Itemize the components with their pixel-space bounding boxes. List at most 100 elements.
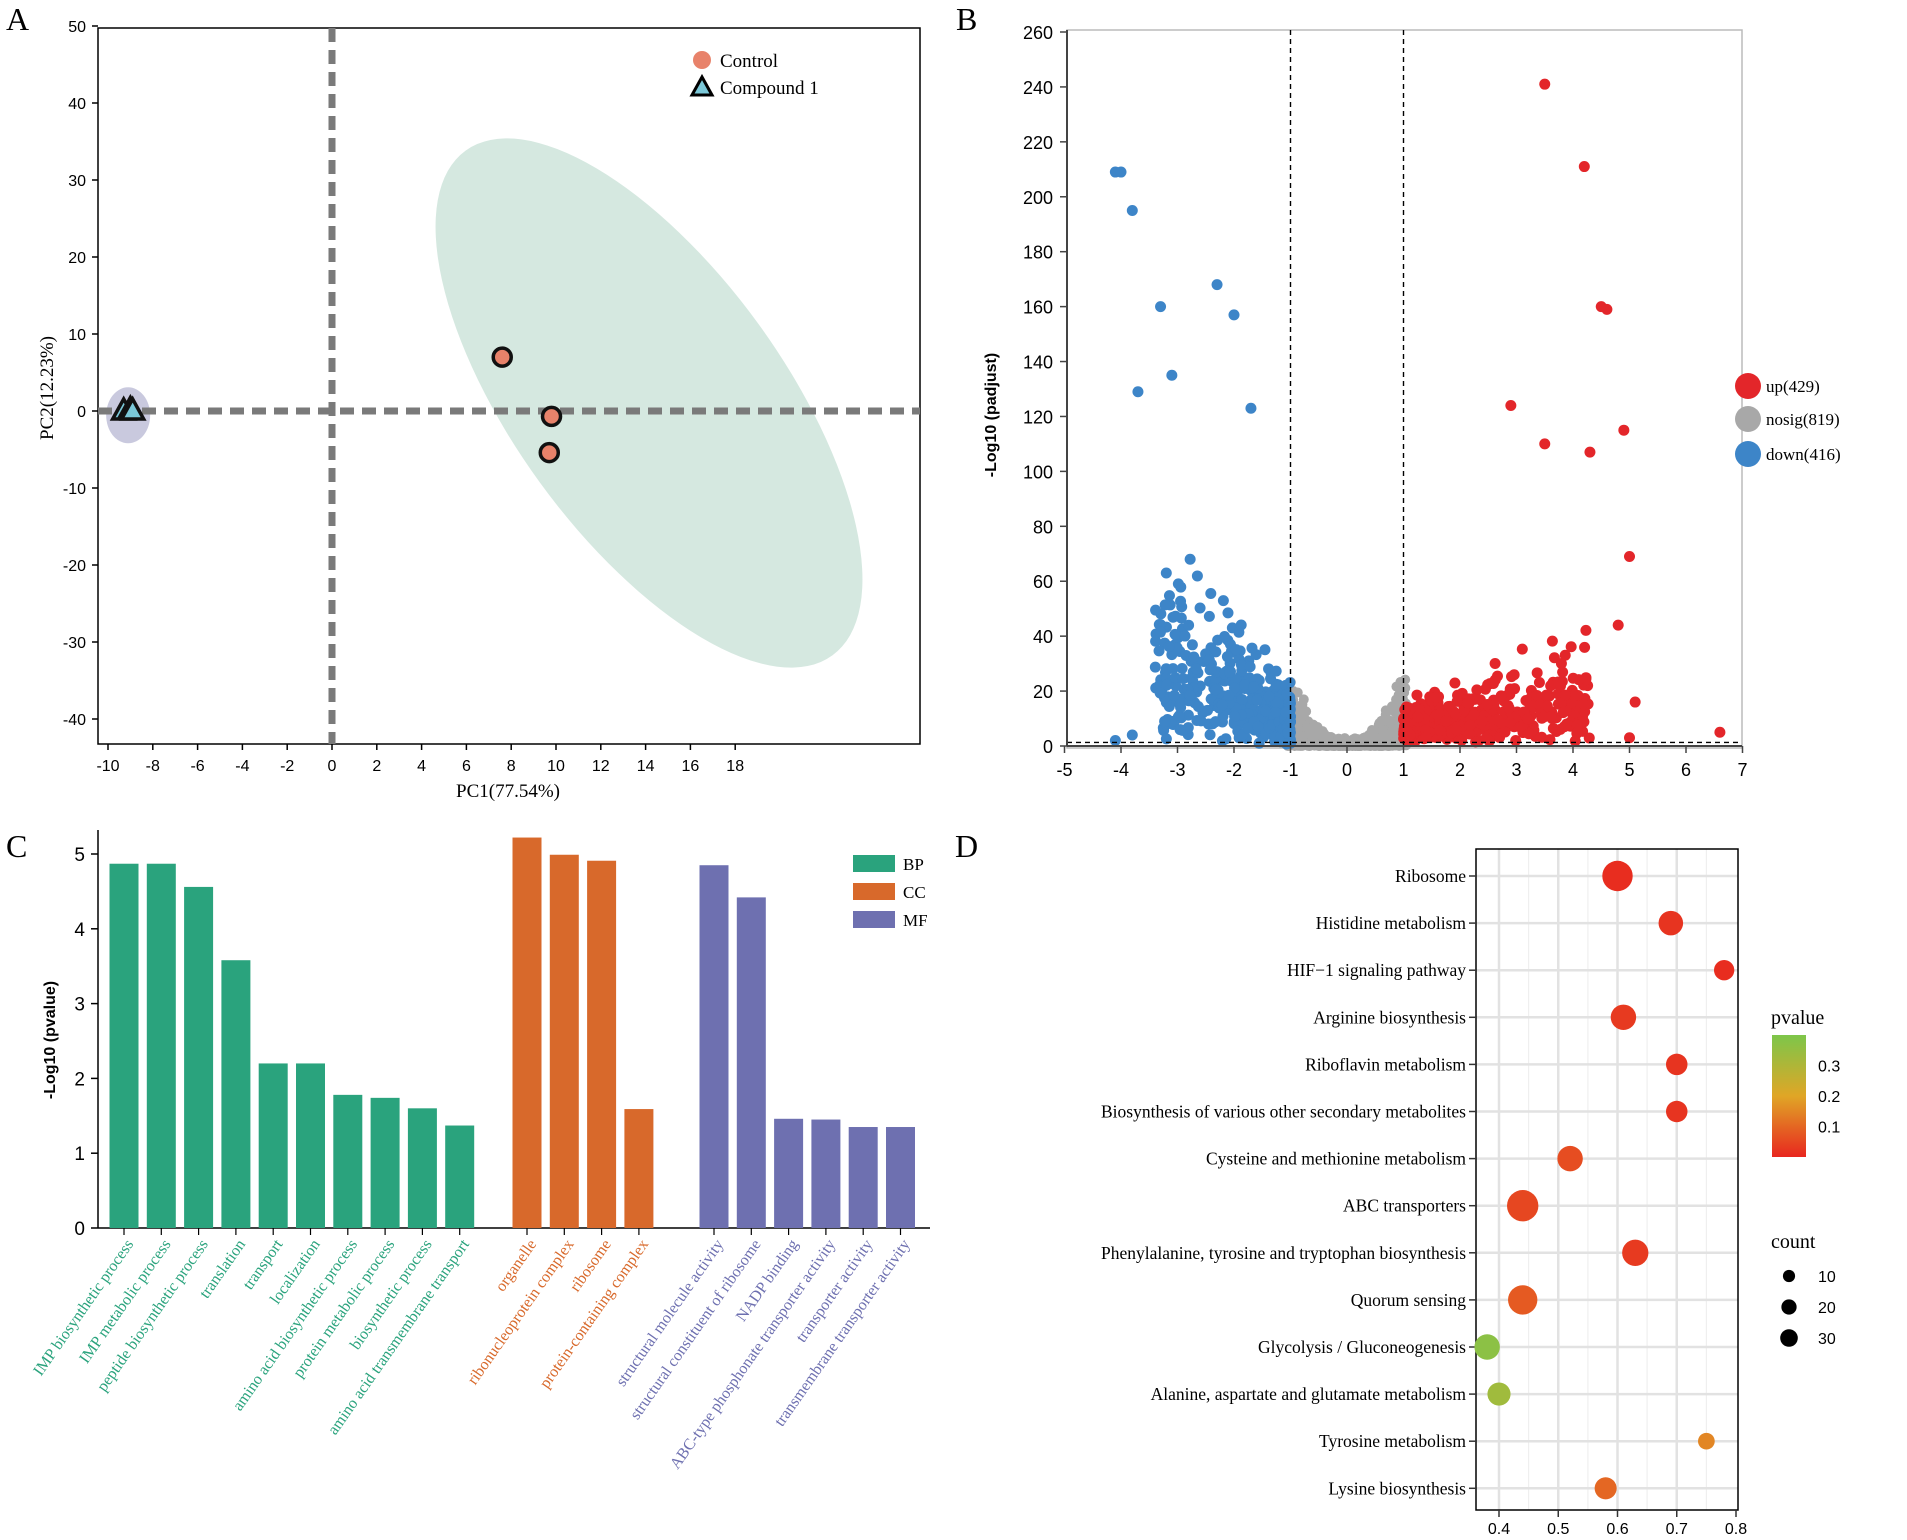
go-bar-mf	[774, 1118, 804, 1228]
up-regulated-point	[1450, 724, 1462, 736]
go-category-label: amino acid transmembrane transport	[325, 1236, 474, 1438]
nosig-point	[1311, 724, 1322, 735]
down-regulated-point	[1126, 729, 1138, 741]
down-regulated-point	[1220, 733, 1232, 745]
up-regulated-point	[1559, 689, 1571, 701]
down-regulated-point	[1155, 301, 1167, 313]
down-regulated-point	[1159, 599, 1171, 611]
legend-up-label: up(429)	[1766, 377, 1820, 396]
down-regulated-point	[1244, 661, 1256, 673]
kegg-pathway-label: Arginine biosynthesis	[1313, 1007, 1466, 1027]
down-regulated-point	[1281, 688, 1293, 700]
down-regulated-point	[1150, 604, 1162, 616]
volcano-x-tick-label: -5	[1056, 760, 1072, 780]
down-regulated-point	[1205, 663, 1217, 675]
down-regulated-point	[1169, 672, 1181, 684]
pca-y-axis-label: PC2(12.23%)	[37, 336, 58, 440]
down-regulated-point	[1239, 679, 1251, 691]
down-regulated-point	[1172, 578, 1184, 590]
kegg-pathway-label: HIF−1 signaling pathway	[1287, 960, 1466, 980]
up-regulated-point	[1568, 689, 1580, 701]
kegg-plot-frame	[1475, 848, 1739, 1511]
down-regulated-point	[1126, 205, 1138, 216]
pvalue-legend-tick-label: 0.3	[1818, 1059, 1840, 1076]
volcano-x-tick-label: 2	[1455, 760, 1465, 780]
legend-compound-marker	[689, 73, 715, 97]
up-regulated-point	[1504, 716, 1516, 728]
down-regulated-point	[1132, 386, 1144, 398]
down-regulated-point	[1222, 607, 1234, 619]
pca-x-tick-label: 4	[417, 758, 426, 775]
up-regulated-point	[1480, 732, 1492, 744]
legend-mf-label: MF	[903, 911, 928, 930]
count-legend-title: count	[1771, 1231, 1816, 1253]
count-legend-circle	[1780, 1329, 1798, 1347]
down-regulated-point	[1246, 642, 1258, 654]
nosig-point	[1387, 725, 1398, 736]
up-regulated-point	[1536, 731, 1548, 743]
down-regulated-point	[1176, 663, 1188, 675]
volcano-y-axis-label: -Log10 (padjust)	[983, 353, 1000, 477]
up-regulated-point	[1489, 658, 1501, 670]
go-y-tick-label: 5	[74, 845, 85, 866]
up-regulated-point	[1540, 689, 1552, 701]
go-bar-cc	[549, 854, 579, 1228]
pca-x-axis-label: PC1(77.54%)	[456, 781, 560, 802]
volcano-x-tick-label: 0	[1342, 760, 1352, 780]
volcano-x-tick-label: -3	[1169, 760, 1185, 780]
down-regulated-point	[1217, 595, 1229, 607]
kegg-pathway-label: ABC transporters	[1343, 1196, 1466, 1216]
down-regulated-point	[1190, 663, 1202, 675]
up-regulated-point	[1561, 718, 1573, 730]
up-regulated-point	[1572, 726, 1584, 738]
go-bar-cc	[512, 837, 542, 1228]
pvalue-legend-tick-label: 0.2	[1818, 1089, 1840, 1106]
down-regulated-point	[1167, 611, 1179, 623]
volcano-legend: up(429) nosig(819) down(416)	[1735, 373, 1841, 467]
up-regulated-point	[1618, 424, 1630, 436]
nosig-point	[1312, 739, 1323, 750]
down-regulated-point	[1230, 674, 1242, 686]
go-y-tick-label: 4	[74, 920, 85, 941]
up-regulated-point	[1516, 643, 1528, 655]
down-regulated-point	[1186, 639, 1198, 651]
up-regulated-point	[1601, 303, 1613, 315]
down-regulated-point	[1174, 724, 1186, 736]
kegg-bubble	[1698, 1432, 1715, 1450]
count-legend: count 10 20 30	[1771, 1231, 1836, 1348]
count-legend-label: 30	[1818, 1331, 1836, 1348]
pca-x-tick-label: 6	[462, 758, 471, 775]
count-legend-circle	[1781, 1299, 1797, 1315]
panel-label-b: B	[956, 1, 977, 37]
up-regulated-point	[1545, 711, 1557, 723]
pca-y-tick-label: 30	[68, 173, 86, 190]
down-regulated-point	[1204, 729, 1216, 741]
volcano-y-tick-label: 0	[1043, 737, 1053, 757]
kegg-bubble	[1713, 960, 1735, 981]
legend-up-marker	[1735, 373, 1761, 399]
kegg-pathway-label: Tyrosine metabolism	[1319, 1431, 1466, 1451]
down-regulated-point	[1282, 727, 1294, 739]
up-regulated-point	[1430, 692, 1442, 704]
down-regulated-point	[1166, 369, 1178, 381]
up-regulated-point	[1420, 731, 1432, 743]
pca-x-tick-label: 12	[592, 758, 610, 775]
pca-x-tick-label: 8	[507, 758, 516, 775]
pca-y-tick-label: 50	[68, 19, 86, 36]
volcano-y-tick-label: 200	[1023, 188, 1053, 208]
kegg-bubble	[1474, 1334, 1500, 1360]
go-legend: BP CC MF	[853, 855, 928, 930]
pca-x-tick-label: 18	[726, 758, 744, 775]
down-regulated-point	[1270, 680, 1282, 692]
go-y-tick-label: 0	[74, 1219, 85, 1240]
kegg-pathway-label: Ribosome	[1395, 866, 1466, 886]
pca-x-tick-label: 14	[637, 758, 655, 775]
volcano-y-tick-label: 240	[1023, 78, 1053, 98]
up-regulated-point	[1509, 683, 1521, 695]
volcano-x-tick-label: -4	[1113, 760, 1129, 780]
go-y-axis-label: -Log10 (pvalue)	[42, 981, 59, 1099]
up-regulated-point	[1411, 689, 1423, 701]
up-regulated-point	[1559, 649, 1571, 661]
